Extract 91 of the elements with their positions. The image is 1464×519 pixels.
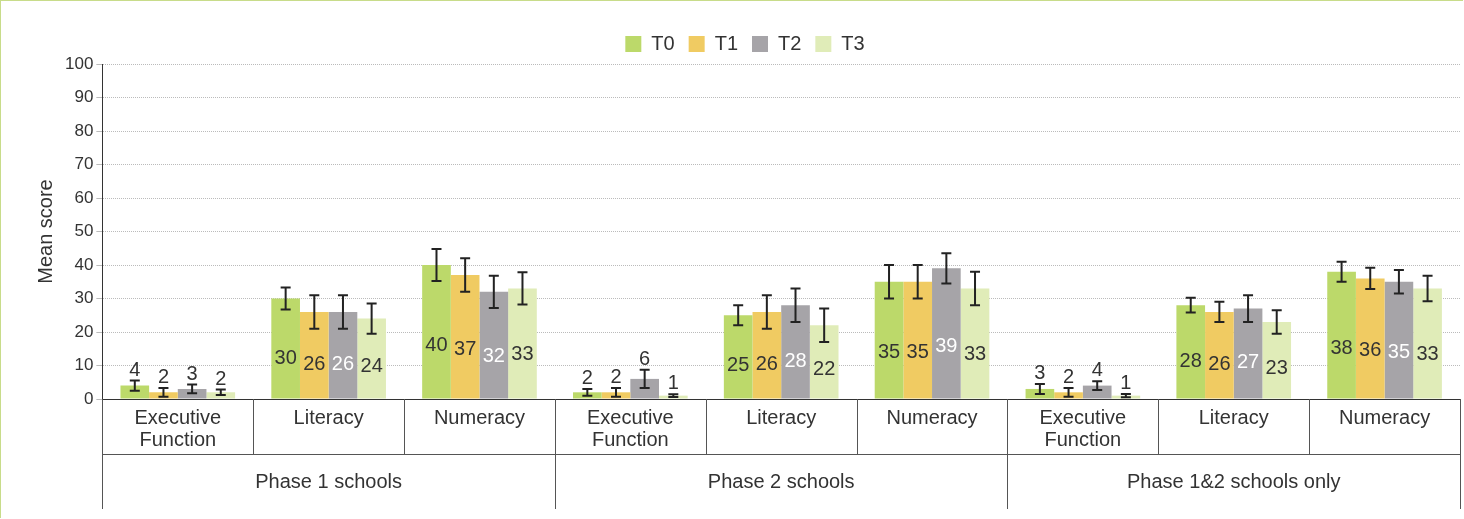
- data-label: 32: [482, 343, 505, 366]
- y-tick-label: 30: [74, 288, 94, 308]
- data-label: 33: [1416, 342, 1439, 365]
- bar: [809, 325, 839, 399]
- legend-label: T3: [841, 31, 865, 54]
- data-label: 28: [1179, 349, 1202, 371]
- data-label: 40: [425, 332, 448, 355]
- bar: [1205, 311, 1234, 399]
- data-label: 35: [1387, 339, 1411, 362]
- x-tick-label: Literacy: [293, 405, 364, 428]
- data-label: 33: [511, 342, 534, 365]
- data-label: 3: [186, 361, 198, 384]
- bar: [479, 291, 509, 399]
- y-tick-label: 0: [83, 388, 94, 408]
- y-axis-title: Mean score: [33, 179, 56, 284]
- x-tick-label: Executive Function: [1039, 405, 1127, 450]
- x-tick-label: Executive Function: [586, 405, 674, 450]
- bar: [1262, 321, 1292, 399]
- bar: [630, 378, 659, 399]
- data-label: 35: [906, 339, 929, 362]
- data-label: 4: [1091, 358, 1103, 381]
- data-label: 39: [935, 334, 958, 357]
- data-label: 2: [1062, 364, 1075, 387]
- bar: [1082, 385, 1112, 399]
- data-label: 30: [274, 346, 297, 369]
- bar: [1327, 271, 1356, 399]
- bar: [508, 288, 537, 399]
- data-label: 1: [1120, 370, 1132, 393]
- data-label: 35: [877, 339, 901, 362]
- data-label: 26: [755, 351, 778, 374]
- bar: [960, 288, 990, 399]
- legend-label: T2: [778, 31, 802, 54]
- data-label: 37: [454, 336, 477, 359]
- data-label: 3: [1034, 360, 1046, 383]
- bar: [1233, 308, 1263, 399]
- data-label: 26: [331, 351, 355, 374]
- bar: [1355, 278, 1385, 399]
- y-tick-label: 40: [74, 254, 94, 274]
- bar: [932, 268, 961, 399]
- y-tick-label: 70: [74, 154, 94, 174]
- text: Phase 1 schools: [255, 469, 403, 492]
- bar: [1384, 281, 1414, 399]
- bar: [1025, 388, 1055, 399]
- y-tick-label: 90: [74, 87, 94, 107]
- data-label: 22: [813, 357, 836, 380]
- x-tick-label: Numeracy: [886, 405, 978, 428]
- data-label: 27: [1236, 350, 1260, 373]
- bar: [177, 388, 207, 399]
- bar: [903, 281, 933, 399]
- data-label: 2: [610, 364, 622, 387]
- data-label: 1: [667, 371, 679, 394]
- x-tick-label: Executive Function: [134, 405, 222, 450]
- x-tick-label: Literacy: [1198, 405, 1269, 428]
- y-tick-label: 50: [74, 221, 94, 241]
- x-tick-label: Literacy: [746, 405, 817, 428]
- data-label: 2: [157, 364, 170, 387]
- bar: [120, 385, 150, 399]
- bar: [1413, 288, 1442, 399]
- data-label: 28: [784, 349, 807, 371]
- data-label: 25: [727, 353, 750, 376]
- text: Phase 1&2 schools only: [1126, 469, 1341, 492]
- legend-label: T0: [651, 31, 675, 54]
- data-label: 38: [1330, 335, 1353, 358]
- bar: [1176, 305, 1206, 399]
- data-label: 26: [303, 351, 326, 374]
- data-label: 2: [215, 366, 227, 389]
- data-label: 2: [581, 365, 593, 388]
- data-label: 36: [1359, 338, 1382, 361]
- bar: [357, 318, 386, 399]
- y-tick-label: 100: [64, 53, 94, 73]
- data-label: 33: [963, 342, 987, 365]
- bar: [874, 281, 904, 399]
- bar: [271, 298, 300, 399]
- x-tick-label: Numeracy: [1339, 405, 1431, 428]
- y-tick-label: 10: [74, 355, 94, 375]
- y-tick-label: 60: [74, 187, 94, 207]
- bar: [781, 305, 810, 399]
- legend-label: T1: [714, 31, 738, 54]
- data-label: 6: [639, 346, 651, 369]
- data-label: 26: [1208, 351, 1231, 374]
- data-label: 24: [360, 354, 383, 377]
- data-label: 23: [1265, 355, 1288, 378]
- text: Phase 2 schools: [707, 469, 855, 492]
- bar: [299, 311, 329, 399]
- bar: [450, 275, 480, 399]
- bar: [723, 315, 753, 399]
- y-tick-label: 20: [74, 321, 94, 341]
- bar: [422, 265, 451, 399]
- data-label: 4: [129, 357, 141, 380]
- y-tick-label: 80: [74, 120, 94, 140]
- x-tick-label: Numeracy: [433, 405, 526, 428]
